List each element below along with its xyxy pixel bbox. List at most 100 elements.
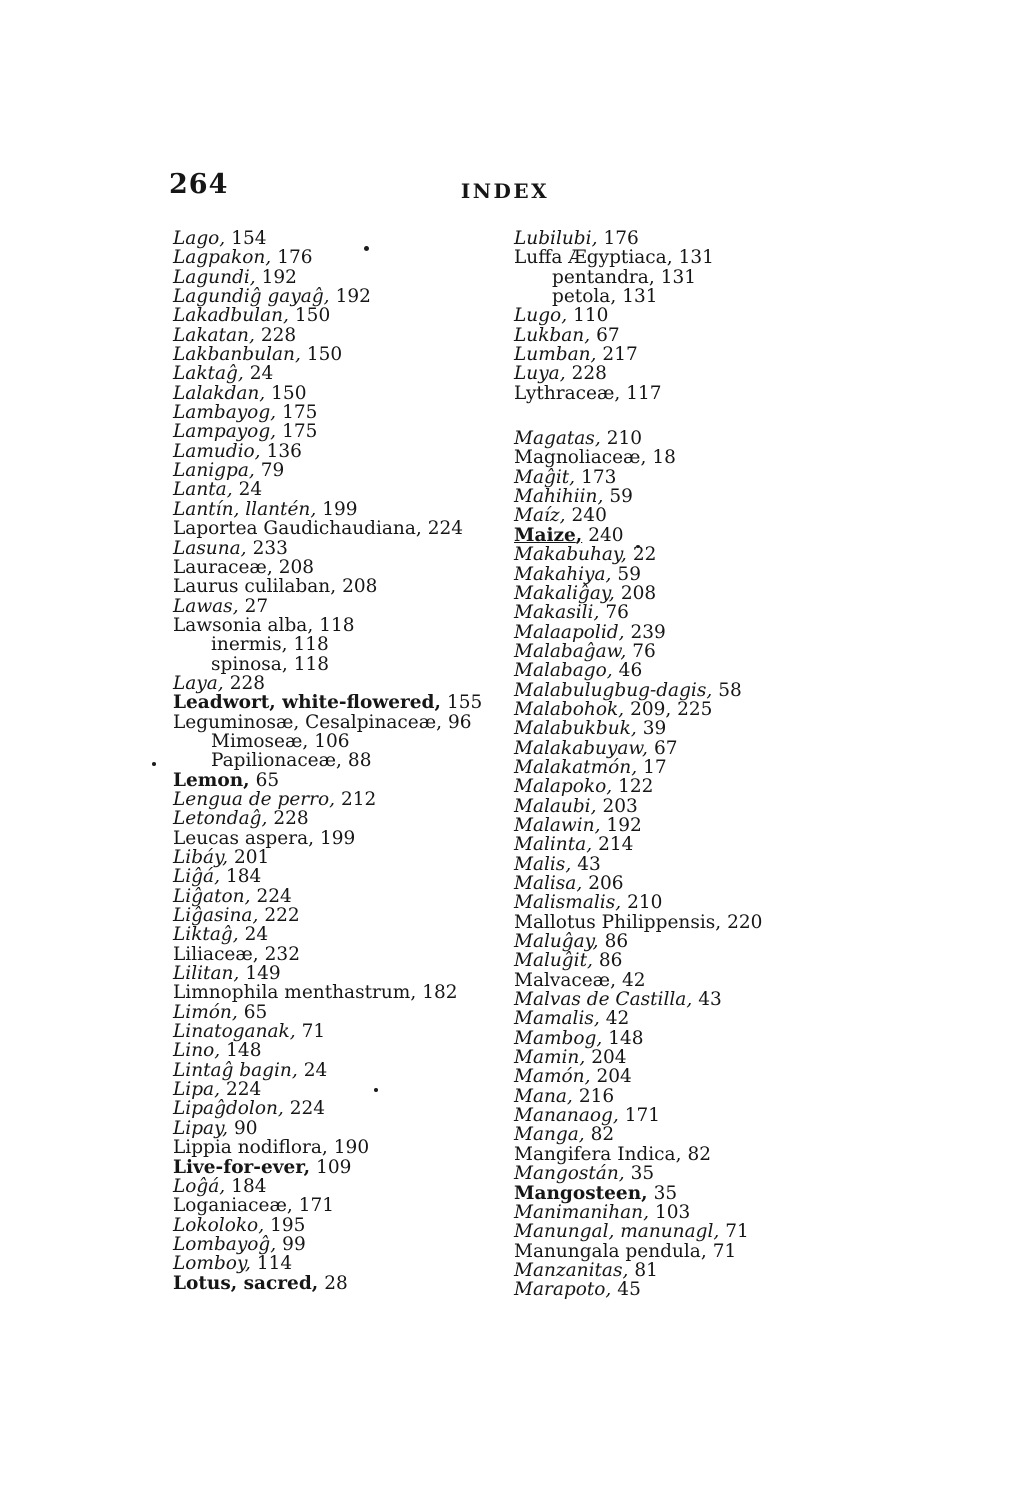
entry-term: Lipay <box>173 1118 228 1139</box>
index-entry: Live-for-ever 109 <box>173 1157 515 1178</box>
entry-page-refs: 171 <box>298 1195 335 1217</box>
entry-term: Lasuna <box>173 538 247 559</box>
entry-page-refs: 79 <box>260 460 285 482</box>
entry-page-refs: 209, 225 <box>630 698 713 720</box>
index-entry: Manga82 <box>514 1124 884 1146</box>
entry-term: Malakatmón <box>514 757 637 778</box>
entry-page-refs: 171 <box>624 1105 661 1127</box>
entry-page-refs: 228 <box>229 672 265 694</box>
index-entry: Lagpakon 176 <box>173 247 515 269</box>
index-entry: Makasili 76 <box>514 602 884 623</box>
entry-term: Loĝá <box>173 1176 225 1197</box>
index-entry: Malakatmón 17 <box>514 757 884 778</box>
blank-line <box>514 403 884 429</box>
entry-page-refs: 71 <box>301 1021 326 1043</box>
entry-term: Malismalis <box>514 892 621 913</box>
entry-page-refs: 82 <box>590 1124 615 1146</box>
entry-page-refs: 18 <box>652 447 676 469</box>
index-entry: Makaliĝay208 <box>514 583 884 604</box>
entry-page-refs: 88 <box>347 750 372 772</box>
entry-page-refs: 27 <box>244 595 269 617</box>
index-entry: Mangostán35 <box>514 1163 884 1184</box>
entry-page-refs: 203 <box>602 795 638 817</box>
entry-term: Lawsonia alba <box>173 615 313 636</box>
index-entry: Liĝaton 224 <box>173 886 515 907</box>
index-entry: Lukban 67 <box>514 325 884 346</box>
entry-term: Lubilubi <box>514 228 597 249</box>
index-entry: Maĝit 173 <box>514 467 884 488</box>
ink-speck <box>374 1088 378 1092</box>
entry-term: Malvas de Castilla <box>514 989 692 1010</box>
index-entry: Leguminosæ, Cesalpinaceæ96 <box>173 712 515 733</box>
index-entry: Liliaceæ232 <box>173 944 515 965</box>
index-entry: Lubilubi 176 <box>514 228 884 249</box>
entry-page-refs: 228 <box>260 324 297 346</box>
entry-term: Maize <box>514 525 582 546</box>
entry-page-refs: 65 <box>243 1001 268 1023</box>
entry-term: Liliaceæ <box>173 944 259 965</box>
entry-term: Marapoto <box>514 1279 611 1300</box>
entry-term: Liĝaton <box>173 886 250 907</box>
entry-term: Letondaĝ <box>173 808 267 829</box>
entry-term: Lambayog <box>173 402 276 423</box>
index-entry: Letondaĝ 228 <box>173 808 515 829</box>
index-entry: Lintaĝ bagin24 <box>173 1060 515 1081</box>
index-entry: Mambog 148 <box>514 1028 884 1049</box>
index-entry: Papilionaceæ88 <box>173 750 515 772</box>
entry-page-refs: 150 <box>271 382 307 404</box>
entry-page-refs: 118 <box>293 653 330 675</box>
index-entry: Magnoliaceæ 18 <box>514 447 884 469</box>
entry-page-refs: 118 <box>293 634 329 656</box>
entry-page-refs: 67 <box>653 737 678 759</box>
entry-term: Lomboy <box>173 1253 251 1274</box>
entry-page-refs: 240 <box>588 524 624 546</box>
entry-page-refs: 222 <box>264 905 300 927</box>
entry-term: Lagpakon <box>173 247 271 268</box>
entry-term: Lipa <box>173 1079 220 1100</box>
entry-term: Malis <box>514 854 571 875</box>
entry-page-refs: 24 <box>238 479 263 501</box>
entry-page-refs: 45 <box>617 1279 641 1301</box>
index-entry: Linatoganak71 <box>173 1021 515 1043</box>
index-entry: Manungal, manunagl 71 <box>514 1221 884 1242</box>
entry-page-refs: 39 <box>642 718 667 740</box>
index-entry: Malaapolid239 <box>514 622 884 643</box>
index-entry: Luya228 <box>514 363 884 384</box>
index-entry: Liĝá184 <box>173 866 515 888</box>
index-entry: Manimanihan103 <box>514 1202 884 1223</box>
entry-page-refs: 184 <box>225 866 262 888</box>
entry-term: Lagundi <box>173 267 256 288</box>
index-entry: Malis 43 <box>514 854 884 875</box>
entry-term: Malaapolid <box>514 622 625 643</box>
entry-page-refs: 65 <box>255 769 280 791</box>
entry-term: inermis <box>211 634 287 655</box>
entry-term: Lippia nodiflora <box>173 1137 328 1158</box>
index-entry: Mangosteen35 <box>514 1183 884 1204</box>
entry-page-refs: 82 <box>687 1143 712 1165</box>
entry-page-refs: 81 <box>634 1259 658 1281</box>
entry-page-refs: 114 <box>256 1253 293 1275</box>
index-entry: Mananaog171 <box>514 1105 884 1127</box>
entry-page-refs: 131 <box>660 266 697 288</box>
running-title: INDEX <box>460 179 550 203</box>
entry-page-refs: 22 <box>632 544 657 566</box>
index-entry: Limnophila menthastrum 182 <box>173 982 515 1003</box>
index-entry: Lokoloko 195 <box>173 1214 515 1236</box>
entry-term: Laya <box>173 673 224 694</box>
index-entry: Lanigpa79 <box>173 460 515 482</box>
index-entry: Lippia nodiflora190 <box>173 1137 515 1158</box>
entry-term: Malinta <box>514 834 592 855</box>
entry-page-refs: 150 <box>306 344 343 366</box>
entry-page-refs: 195 <box>270 1214 306 1236</box>
index-entry: Lakatan228 <box>173 324 515 346</box>
index-entry: Lipaĝdolon224 <box>173 1098 515 1119</box>
index-entry: Luffa Ægyptiaca131 <box>514 247 884 268</box>
index-entry: Magatas210 <box>514 428 884 449</box>
entry-term: Mahihiin <box>514 486 603 507</box>
entry-term: Maluĝit <box>514 950 593 971</box>
entry-page-refs: 131 <box>622 286 658 308</box>
entry-page-refs: 46 <box>618 660 643 682</box>
entry-term: Malabulugbug-dagis <box>514 680 712 701</box>
entry-term: Malvaceæ <box>514 970 616 991</box>
entry-page-refs: 176 <box>277 247 313 269</box>
